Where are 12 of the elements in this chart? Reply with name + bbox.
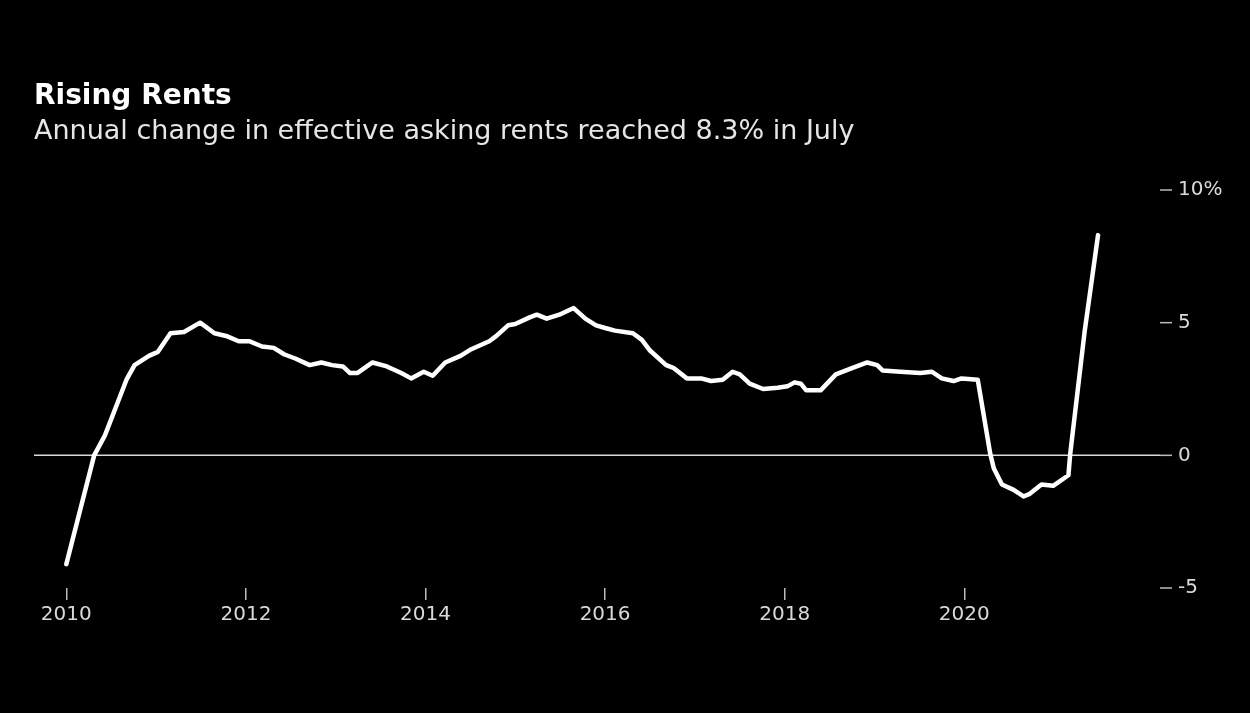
y-tick-label: -5 — [1178, 574, 1198, 599]
y-tick-label: 5 — [1178, 308, 1191, 333]
x-tick-label: 2020 — [938, 601, 990, 626]
chart-subtitle: Annual change in effective asking rents reached 8.3% in July — [34, 114, 855, 145]
y-tick-label: 10% — [1178, 176, 1223, 201]
x-tick-label: 2018 — [759, 601, 811, 626]
x-tick-label: 2016 — [579, 601, 631, 626]
x-tick-label: 2012 — [220, 601, 272, 626]
x-tick-label: 2014 — [400, 601, 451, 626]
y-tick-label: 0 — [1178, 441, 1191, 466]
x-tick-label: 2010 — [40, 601, 92, 626]
chart-title: Rising Rents — [34, 78, 232, 111]
